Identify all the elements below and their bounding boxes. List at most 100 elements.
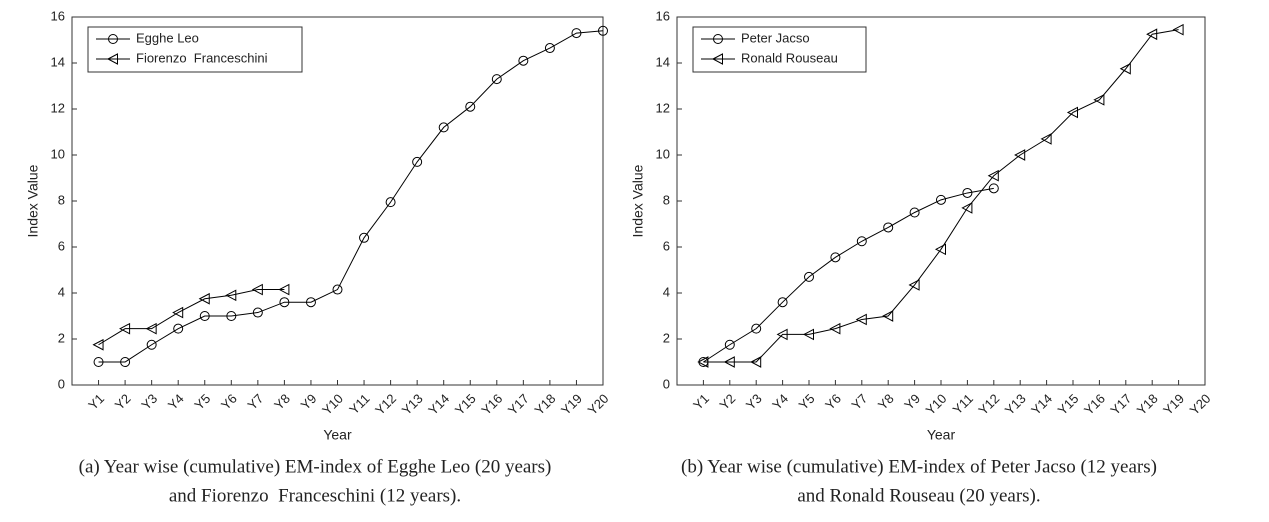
marker	[251, 283, 263, 296]
x-tick-label: Y15	[452, 391, 479, 418]
y-tick-label: 6	[58, 238, 65, 253]
x-tick-label: Y12	[975, 391, 1002, 418]
marker	[776, 328, 788, 341]
marker	[225, 289, 237, 302]
legend-label: Egghe Leo	[136, 30, 199, 45]
legend	[692, 26, 867, 73]
chart: 0 2 4 6 8 10 12 14 16 Y1 Y2 Y3 Y4 Y5 Y6 Y7 Y8 Y9 Y10 Y11 Y12…	[25, 8, 612, 442]
y-tick-label: 12	[656, 100, 670, 115]
marker	[934, 243, 946, 256]
chart: 0 2 4 6 8 10 12 14 16 Y1 Y2 Y3 Y4 Y5 Y6 Y7 Y8 Y9 Y10 Y11 Y12…	[630, 8, 1214, 442]
caption: and Ronald Rouseau (20 years).	[797, 485, 1040, 506]
marker	[252, 307, 263, 318]
y-tick-label: 4	[663, 284, 670, 299]
y-tick-label: 10	[51, 146, 65, 161]
y-tick-label: 2	[58, 330, 65, 345]
x-tick-label: Y5	[796, 391, 818, 413]
x-tick-label: Y3	[743, 391, 765, 413]
x-tick-label: Y13	[1002, 391, 1029, 418]
marker	[962, 187, 973, 198]
marker	[518, 55, 529, 66]
caption: (a) Year wise (cumulative) EM-index of E…	[79, 456, 552, 477]
y-axis-label: Index Value	[25, 164, 41, 237]
y-tick-label: 16	[51, 8, 65, 23]
marker	[278, 283, 290, 296]
y-tick-label: 0	[58, 376, 65, 391]
marker	[777, 297, 788, 308]
x-tick-label: Y4	[165, 391, 187, 413]
marker	[1093, 93, 1105, 106]
x-tick-label: Y4	[769, 391, 791, 413]
marker	[804, 271, 814, 282]
x-tick-label: Y10	[319, 391, 346, 418]
y-tick-label: 0	[663, 376, 670, 391]
x-tick-label: Y6	[218, 391, 240, 413]
marker	[332, 284, 343, 295]
marker	[961, 202, 973, 214]
y-tick-label: 2	[663, 330, 670, 345]
y-tick-label: 6	[663, 238, 670, 253]
x-tick-label: Y8	[271, 391, 293, 413]
marker	[883, 222, 894, 233]
marker	[723, 356, 735, 368]
marker	[936, 194, 946, 205]
marker	[385, 197, 396, 208]
caption: and Fiorenzo Franceschini (12 years).	[169, 485, 461, 506]
marker	[438, 122, 449, 133]
x-tick-label: Y1	[690, 391, 712, 413]
x-tick-label: Y8	[875, 391, 897, 413]
marker	[198, 292, 210, 305]
x-tick-label: Y14	[1028, 391, 1055, 418]
x-tick-label: Y19	[1160, 391, 1187, 418]
marker	[724, 339, 735, 350]
x-tick-label: Y10	[923, 391, 950, 418]
y-tick-label: 8	[663, 192, 670, 207]
x-tick-label: Y20	[585, 391, 612, 418]
marker	[119, 322, 131, 335]
marker	[987, 169, 999, 182]
x-tick-label: Y17	[1107, 391, 1134, 418]
x-tick-label: Y1	[85, 391, 107, 413]
x-tick-label: Y18	[531, 391, 558, 418]
x-tick-label: Y9	[298, 391, 320, 413]
y-tick-label: 10	[656, 146, 670, 161]
marker	[909, 207, 920, 218]
x-tick-label: Y12	[372, 391, 399, 418]
marker	[173, 323, 184, 334]
x-tick-label: Y6	[822, 391, 844, 413]
marker	[106, 53, 118, 65]
series-line	[703, 29, 1179, 363]
marker	[713, 34, 723, 44]
marker	[751, 323, 762, 334]
series-line	[703, 187, 994, 363]
marker	[598, 25, 608, 36]
x-axis-label: Year	[323, 427, 352, 443]
marker	[93, 357, 104, 367]
x-tick-label: Y16	[478, 391, 505, 418]
x-tick-label: Y2	[716, 391, 738, 413]
marker	[1040, 133, 1052, 145]
marker	[1119, 62, 1131, 75]
x-tick-label: Y11	[346, 391, 372, 417]
marker	[120, 357, 131, 367]
marker	[226, 311, 237, 321]
y-axis-label: Index Value	[630, 164, 646, 237]
marker	[711, 53, 723, 65]
marker	[146, 339, 157, 350]
marker	[412, 156, 423, 167]
marker	[571, 28, 582, 39]
marker	[882, 310, 894, 322]
y-tick-label: 8	[58, 192, 65, 207]
marker	[830, 252, 841, 263]
x-tick-label: Y20	[1187, 391, 1214, 418]
marker	[856, 236, 867, 247]
x-tick-label: Y7	[848, 391, 870, 413]
marker	[279, 297, 290, 308]
x-tick-label: Y11	[950, 391, 976, 417]
x-axis-label: Year	[927, 427, 956, 443]
y-tick-label: 4	[58, 284, 65, 299]
legend	[87, 26, 303, 73]
marker	[988, 183, 999, 194]
marker	[1146, 28, 1158, 41]
marker	[750, 356, 762, 368]
